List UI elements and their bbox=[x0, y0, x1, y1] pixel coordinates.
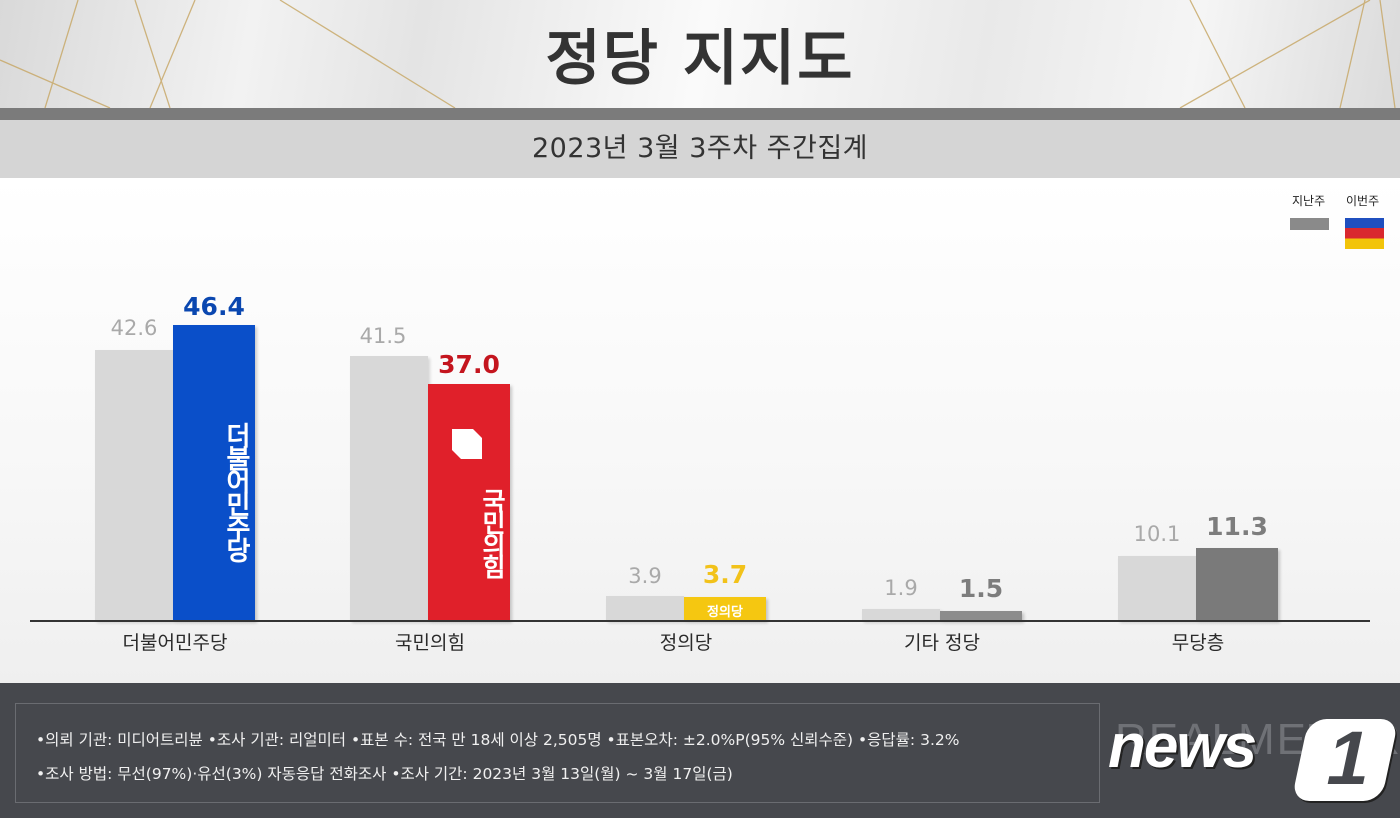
header-banner: 정당 지지도 bbox=[0, 0, 1400, 108]
bar-chart: 지난주 이번주 42.6 더불어민주당 46.4 더불어민주당 41.5 국민의… bbox=[0, 178, 1400, 683]
value-cur-justice: 3.7 bbox=[702, 560, 748, 589]
value-prev-justice: 3.9 bbox=[628, 564, 662, 588]
category-label-independent: 무당층 bbox=[1171, 632, 1225, 654]
survey-note-line-1: •의뢰 기관: 미디어트리뷴 •조사 기관: 리얼미터 •표본 수: 전국 만 … bbox=[36, 731, 960, 749]
bar-prev-justice bbox=[606, 596, 684, 621]
subtitle: 2023년 3월 3주차 주간집계 bbox=[531, 133, 869, 164]
news1-logo: news bbox=[1108, 712, 1257, 781]
category-label-ppp: 국민의힘 bbox=[395, 632, 465, 654]
democratic-logo-text: 더불어민주당 bbox=[221, 422, 251, 560]
category-label-justice: 정의당 bbox=[659, 632, 713, 654]
bar-cur-ppp: 국민의힘 bbox=[428, 384, 510, 621]
news1-logo-number: 1 bbox=[1319, 716, 1380, 801]
value-prev-ppp: 41.5 bbox=[359, 324, 407, 348]
bar-prev-other bbox=[862, 609, 940, 621]
legend: 지난주 이번주 bbox=[1270, 188, 1400, 249]
news1-logo-badge: 1 bbox=[1291, 716, 1399, 801]
bar-cur-democratic: 더불어민주당 bbox=[173, 325, 255, 621]
ppp-logo-icon bbox=[452, 429, 482, 459]
value-cur-other: 1.5 bbox=[958, 574, 1004, 603]
bar-prev-independent bbox=[1118, 556, 1196, 621]
value-cur-democratic: 46.4 bbox=[183, 292, 245, 321]
category-label-democratic: 더불어민주당 bbox=[122, 632, 228, 654]
gold-lines-decoration bbox=[0, 0, 1396, 108]
legend-prev-label: 지난주 bbox=[1292, 194, 1326, 208]
ppp-logo-text: 국민의힘 bbox=[478, 488, 507, 576]
footer: •의뢰 기관: 미디어트리뷴 •조사 기관: 리얼미터 •표본 수: 전국 만 … bbox=[0, 683, 1400, 818]
subtitle-band: 2023년 3월 3주차 주간집계 bbox=[0, 120, 1400, 178]
value-prev-other: 1.9 bbox=[884, 576, 918, 600]
bar-cur-other bbox=[940, 611, 1022, 621]
bar-cur-independent bbox=[1196, 548, 1278, 621]
page-title: 정당 지지도 bbox=[545, 24, 855, 94]
bar-prev-democratic bbox=[95, 350, 173, 621]
category-label-other: 기타 정당 bbox=[904, 632, 980, 654]
survey-note-line-2: •조사 방법: 무선(97%)·유선(3%) 자동응답 전화조사 •조사 기간:… bbox=[36, 765, 733, 783]
bar-cur-justice: 정의당 bbox=[684, 597, 766, 621]
justice-logo-text: 정의당 bbox=[707, 605, 743, 620]
legend-prev-swatch bbox=[1290, 218, 1329, 230]
survey-notes-box: •의뢰 기관: 미디어트리뷴 •조사 기관: 리얼미터 •표본 수: 전국 만 … bbox=[15, 703, 1100, 803]
header-divider bbox=[0, 108, 1400, 120]
x-axis-baseline bbox=[30, 620, 1370, 622]
bar-prev-ppp bbox=[350, 356, 428, 621]
legend-cur-swatch bbox=[1345, 218, 1384, 249]
legend-cur-label: 이번주 bbox=[1346, 194, 1380, 208]
value-prev-independent: 10.1 bbox=[1133, 522, 1181, 546]
value-cur-ppp: 37.0 bbox=[438, 350, 500, 379]
value-prev-democratic: 42.6 bbox=[110, 316, 158, 340]
value-cur-independent: 11.3 bbox=[1206, 512, 1268, 541]
